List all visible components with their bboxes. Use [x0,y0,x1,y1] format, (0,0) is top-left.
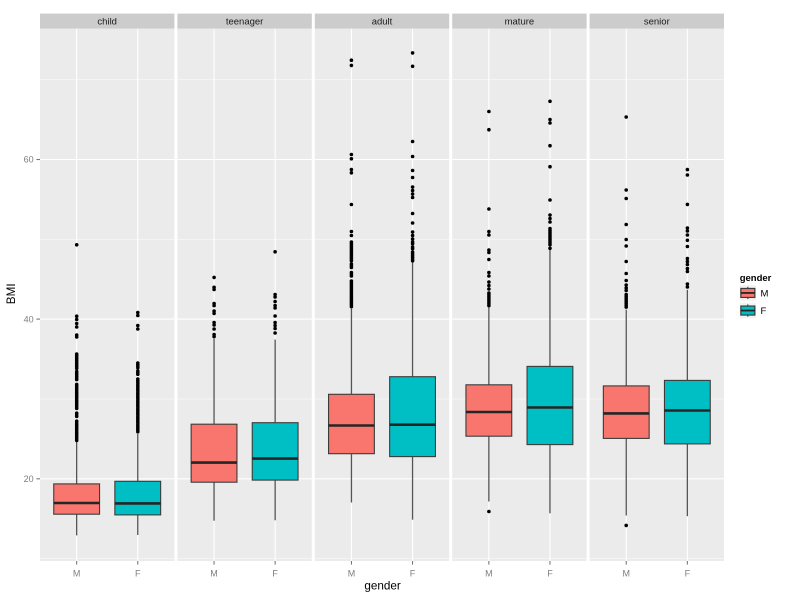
svg-text:mature: mature [505,17,535,28]
svg-text:M: M [485,569,493,579]
svg-text:teenager: teenager [226,17,264,28]
svg-text:M: M [210,569,218,579]
svg-text:F: F [410,569,416,579]
svg-text:BMI: BMI [5,283,18,304]
svg-text:F: F [761,306,767,317]
svg-text:gender: gender [364,580,401,593]
svg-text:60: 60 [24,155,34,165]
svg-text:F: F [547,569,553,579]
svg-text:M: M [623,569,631,579]
svg-text:20: 20 [24,474,34,484]
svg-text:F: F [272,569,278,579]
svg-text:adult: adult [372,17,393,28]
svg-text:M: M [348,569,356,579]
svg-text:child: child [97,17,117,28]
svg-text:M: M [761,288,769,299]
svg-text:F: F [135,569,141,579]
svg-text:40: 40 [24,314,34,324]
svg-text:gender: gender [740,273,772,284]
svg-text:M: M [73,569,81,579]
svg-text:senior: senior [644,17,670,28]
svg-text:F: F [685,569,691,579]
